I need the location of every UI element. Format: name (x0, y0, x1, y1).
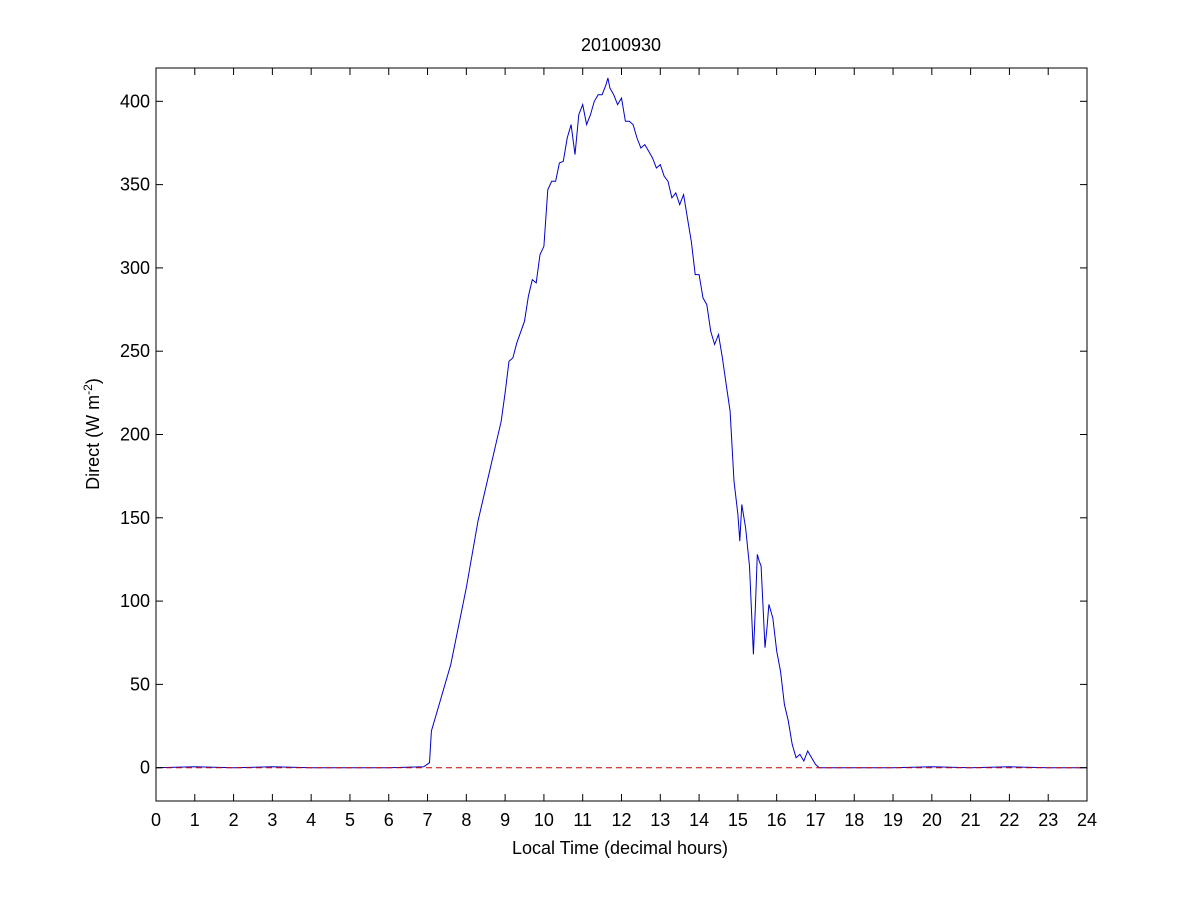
direct-irradiance-line (155, 77, 1087, 769)
x-tick-label: 24 (1077, 810, 1097, 830)
x-tick-label: 5 (345, 810, 355, 830)
x-tick-label: 14 (689, 810, 709, 830)
x-tick-label: 4 (306, 810, 316, 830)
y-tick-label: 400 (120, 91, 150, 111)
x-tick-label: 2 (229, 810, 239, 830)
axes-box (155, 67, 1088, 802)
x-tick-label: 8 (461, 810, 471, 830)
y-tick-label: 300 (120, 258, 150, 278)
x-tick-label: 15 (728, 810, 748, 830)
y-tick-label: 250 (120, 341, 150, 361)
x-tick-label: 11 (573, 810, 592, 830)
x-tick-label: 19 (883, 810, 903, 830)
plot-lines (155, 77, 1087, 769)
y-tick-label: 350 (120, 175, 150, 195)
y-axis-label-main: Direct (W m (83, 395, 103, 490)
y-tick-label: 200 (120, 425, 150, 445)
x-tick-label: 20 (922, 810, 942, 830)
x-tick-label: 16 (767, 810, 787, 830)
x-tick-label: 17 (805, 810, 825, 830)
y-axis-label: Direct (W m-2) (81, 378, 103, 490)
chart-title: 20100930 (581, 35, 661, 55)
x-tick-label: 1 (190, 810, 200, 830)
axis-ticks (155, 68, 1088, 801)
x-axis-label: Local Time (decimal hours) (512, 838, 728, 858)
y-tick-label: 0 (140, 758, 150, 778)
x-tick-label: 21 (961, 810, 981, 830)
x-tick-label: 3 (267, 810, 277, 830)
x-tick-label: 9 (500, 810, 510, 830)
x-tick-label: 12 (611, 810, 631, 830)
x-tick-label: 18 (844, 810, 864, 830)
y-tick-label: 100 (120, 591, 150, 611)
tick-labels: 0 1 2 3 4 5 6 7 8 9 10 11 12 13 14 15 16 17 18 19 20 21 22 23 24… (120, 91, 1097, 830)
x-tick-label: 22 (999, 810, 1019, 830)
x-tick-label: 7 (423, 810, 433, 830)
y-axis-label-superscript: -2 (81, 384, 95, 395)
y-tick-label: 50 (130, 674, 150, 694)
x-tick-label: 0 (151, 810, 161, 830)
x-tick-label: 6 (384, 810, 394, 830)
x-tick-label: 10 (534, 810, 554, 830)
x-tick-label: 23 (1038, 810, 1058, 830)
y-axis-label-close: ) (83, 378, 103, 384)
y-tick-label: 150 (120, 508, 150, 528)
x-tick-label: 13 (650, 810, 670, 830)
